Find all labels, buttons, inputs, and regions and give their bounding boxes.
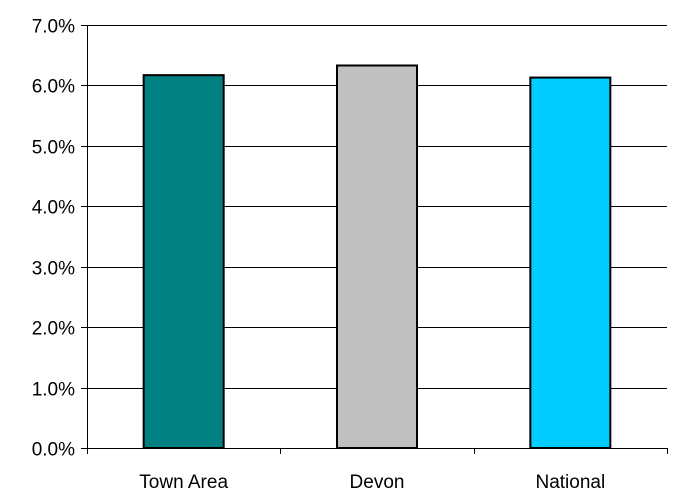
x-category-label: National bbox=[535, 472, 605, 493]
y-tick-label: 7.0% bbox=[32, 17, 75, 38]
y-tick-label: 6.0% bbox=[32, 77, 75, 98]
y-tick-label: 3.0% bbox=[32, 259, 75, 280]
x-category-label: Town Area bbox=[139, 472, 228, 493]
labels: 0.0% 1.0% 2.0% 3.0% 4.0% 5.0% 6.0% 7.0% Town Are… bbox=[32, 17, 606, 494]
y-tick-label: 0.0% bbox=[32, 440, 75, 461]
y-tick-label: 2.0% bbox=[32, 319, 75, 340]
bar-town-area bbox=[142, 74, 225, 450]
bar-devon bbox=[336, 64, 418, 449]
y-tick-label: 5.0% bbox=[32, 138, 75, 159]
x-category-label: Devon bbox=[350, 472, 405, 493]
y-tick-label: 4.0% bbox=[32, 198, 75, 219]
y-tick-label: 1.0% bbox=[32, 380, 75, 401]
bar-national bbox=[529, 76, 612, 450]
axes bbox=[81, 25, 668, 454]
bars bbox=[142, 64, 612, 450]
